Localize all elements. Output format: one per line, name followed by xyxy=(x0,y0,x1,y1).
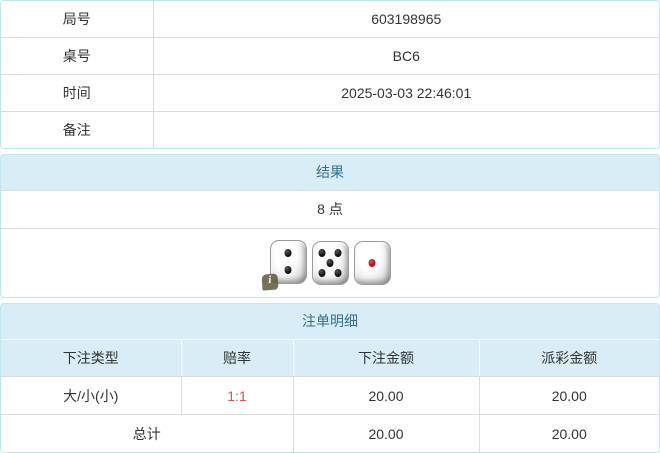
bet-odds-cell: 1:1 xyxy=(180,376,294,415)
table-row: 备注 xyxy=(1,111,659,148)
die-pip xyxy=(334,269,342,278)
table-row: 大/小(小) 1:1 20.00 20.00 xyxy=(1,376,659,415)
bets-header-row: 下注类型 赔率 下注金额 派彩金额 xyxy=(1,339,659,377)
table-row: 桌号 BC6 xyxy=(1,37,659,75)
bets-table: 下注类型 赔率 下注金额 派彩金额 大/小(小) 1:1 20.00 20.00… xyxy=(1,339,659,452)
bets-panel: 注单明细 下注类型 赔率 下注金额 派彩金额 大/小(小) 1:1 20.00 … xyxy=(0,303,660,453)
die-pip xyxy=(368,259,376,267)
bet-amount-cell: 20.00 xyxy=(292,376,480,415)
die-3 xyxy=(353,241,391,285)
result-points: 8 点 xyxy=(1,191,659,229)
total-payout-cell: 20.00 xyxy=(478,414,659,452)
total-bet-cell: 20.00 xyxy=(292,414,480,452)
game-info-panel: 局号 603198965 桌号 BC6 时间 2025-03-03 22:46:… xyxy=(0,0,660,149)
column-header-bet-type: 下注类型 xyxy=(1,339,182,377)
die-pip xyxy=(318,248,326,257)
die-pip xyxy=(318,269,326,278)
table-row: 时间 2025-03-03 22:46:01 xyxy=(1,74,659,112)
info-value-time: 2025-03-03 22:46:01 xyxy=(152,74,659,112)
info-label-time: 时间 xyxy=(1,74,154,112)
info-value-table: BC6 xyxy=(152,37,659,75)
info-label-table: 桌号 xyxy=(1,37,154,75)
die-pip xyxy=(334,248,342,257)
total-row: 总计 20.00 20.00 xyxy=(1,414,659,452)
info-icon[interactable]: i xyxy=(260,272,279,291)
info-value-round: 603198965 xyxy=(152,1,659,38)
result-panel: 结果 8 点 i xyxy=(0,154,660,298)
info-label-round: 局号 xyxy=(1,1,154,38)
die-2 xyxy=(311,241,349,285)
total-label-cell: 总计 xyxy=(1,414,294,452)
result-panel-title: 结果 xyxy=(1,155,659,191)
info-value-remark xyxy=(152,111,659,148)
die-pip xyxy=(326,259,334,267)
table-row: 局号 603198965 xyxy=(1,1,659,38)
bet-payout-cell: 20.00 xyxy=(478,376,659,415)
die-1-wrap: i xyxy=(260,239,307,291)
die-pip xyxy=(284,248,292,257)
column-header-bet-amount: 下注金额 xyxy=(292,339,480,377)
column-header-payout-amount: 派彩金额 xyxy=(478,339,659,377)
column-header-odds: 赔率 xyxy=(180,339,294,377)
bet-type-cell: 大/小(小) xyxy=(1,376,182,415)
die-pip xyxy=(284,266,292,275)
dice-row: i xyxy=(1,229,659,297)
game-info-table: 局号 603198965 桌号 BC6 时间 2025-03-03 22:46:… xyxy=(1,1,659,148)
bets-panel-title: 注单明细 xyxy=(1,304,659,340)
info-label-remark: 备注 xyxy=(1,111,154,148)
